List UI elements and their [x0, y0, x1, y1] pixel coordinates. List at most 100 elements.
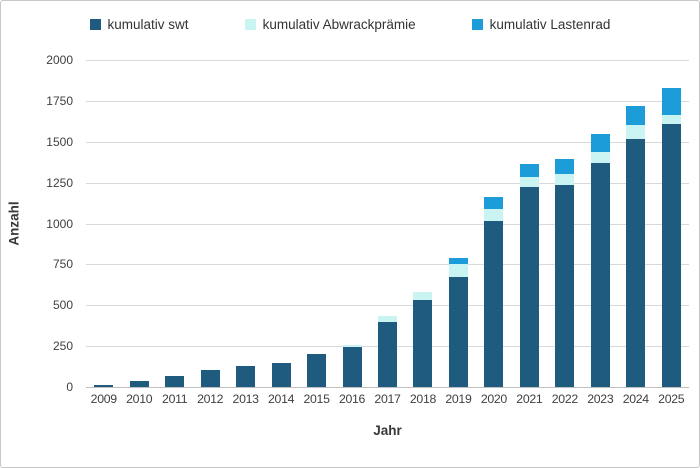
bar-segment: [661, 87, 681, 115]
bar-segment: [519, 163, 539, 177]
bar-slot-2018: [405, 60, 440, 387]
bar-segment: [555, 185, 575, 387]
x-tick-label: 2022: [551, 392, 578, 406]
stacked-bar-2023: [590, 133, 610, 387]
bar-segment: [413, 300, 433, 387]
x-tick-label: 2017: [374, 392, 401, 406]
bar-slot-2009: [86, 60, 121, 387]
gridline: [86, 182, 689, 184]
plot-area: [86, 60, 689, 388]
bar-segment: [484, 221, 504, 387]
bar-segment: [342, 346, 362, 387]
x-axis-line: [86, 387, 689, 388]
bar-segment: [448, 264, 468, 277]
stacked-bar-2017: [377, 315, 397, 387]
x-tick-label: 2014: [268, 392, 295, 406]
stacked-bar-2022: [555, 159, 575, 387]
y-tick-label: 750: [52, 257, 73, 272]
bar-segment: [413, 292, 433, 301]
y-axis-title: Anzahl: [6, 201, 22, 246]
bar-segment: [626, 105, 646, 126]
x-tick-label: 2009: [90, 392, 117, 406]
x-tick-label: 2010: [126, 392, 153, 406]
stacked-bar-2018: [413, 292, 433, 387]
gridline: [86, 264, 689, 266]
stacked-bar-2013: [236, 365, 256, 387]
stacked-bar-2021: [519, 163, 539, 387]
x-axis-tick-labels: 2009 2010 2011 2012 2013 2014 2015 2016 2017 2018…: [86, 392, 689, 408]
y-tick-label: 2000: [46, 53, 73, 67]
bar-slot-2014: [263, 60, 298, 387]
bar-segment: [555, 159, 575, 174]
stacked-bar-2024: [626, 105, 646, 387]
legend-swatch-icon: [244, 18, 256, 30]
bar-segment: [448, 276, 468, 387]
bar-segment: [484, 197, 504, 209]
stacked-bar-2009: [94, 385, 114, 387]
bar-segment: [271, 362, 291, 387]
x-tick-label: 2019: [445, 392, 472, 406]
bar-segment: [377, 315, 397, 322]
bar-slot-2024: [618, 60, 653, 387]
bar-slot-2025: [654, 60, 689, 387]
x-tick-label: 2023: [587, 392, 614, 406]
stacked-bar-2025: [661, 87, 681, 387]
legend-item-1: kumulativ Abwrackprämie: [244, 16, 416, 32]
chart-legend: kumulativ swt kumulativ Abwrackprämie kumu…: [1, 13, 699, 35]
x-tick-label: 2020: [480, 392, 507, 406]
bar-segment: [590, 163, 610, 387]
bar-slot-2021: [512, 60, 547, 387]
y-tick-label: 1750: [46, 93, 73, 108]
legend-label: kumulativ swt: [107, 16, 189, 32]
x-tick-label: 2013: [232, 392, 259, 406]
x-tick-label: 2025: [658, 392, 685, 406]
bar-slot-2016: [334, 60, 369, 387]
legend-swatch-icon: [89, 18, 101, 30]
stacked-bar-2015: [307, 354, 327, 387]
x-tick-label: 2024: [622, 392, 649, 406]
bar-segment: [94, 385, 114, 387]
bar-segment: [236, 365, 256, 387]
x-axis-title: Jahr: [373, 423, 402, 438]
legend-label: kumulativ Abwrackprämie: [262, 16, 416, 32]
bar-slot-2022: [547, 60, 582, 387]
bar-segment: [307, 354, 327, 387]
bar-slot-2011: [157, 60, 192, 387]
y-tick-label: 0: [66, 380, 73, 394]
bar-segment: [448, 257, 468, 265]
x-tick-label: 2015: [303, 392, 330, 406]
stacked-bar-2010: [129, 381, 149, 387]
bar-segment: [555, 173, 575, 186]
bar-slot-2017: [370, 60, 405, 387]
bar-segment: [519, 176, 539, 187]
x-tick-label: 2011: [162, 392, 188, 406]
bar-slot-2019: [441, 60, 476, 387]
stacked-bar-2011: [165, 375, 185, 387]
bar-segment: [626, 138, 646, 387]
x-tick-label: 2012: [197, 392, 224, 406]
stacked-bar-2019: [448, 257, 468, 387]
bar-segment: [342, 345, 362, 347]
bar-segment: [626, 125, 646, 139]
gridline: [86, 60, 689, 61]
stacked-bar-2016: [342, 345, 362, 387]
stacked-bar-2014: [271, 362, 291, 387]
bar-slot-2010: [121, 60, 156, 387]
bar-segment: [484, 208, 504, 221]
bar-segment: [590, 151, 610, 163]
legend-item-2: kumulativ Lastenrad: [471, 17, 610, 32]
y-tick-label: 1000: [46, 216, 73, 231]
y-tick-label: 250: [52, 339, 73, 354]
x-tick-label: 2016: [338, 392, 366, 406]
gridline: [86, 305, 689, 307]
bar-segment: [661, 114, 681, 124]
stacked-bar-2012: [200, 369, 220, 387]
legend-swatch-icon: [471, 18, 483, 30]
gridline: [86, 223, 689, 225]
y-tick-label: 1250: [46, 175, 73, 190]
bar-segment: [200, 369, 220, 387]
y-tick-label: 500: [52, 298, 73, 313]
x-tick-label: 2018: [409, 392, 437, 406]
bar-slot-2020: [476, 60, 511, 387]
